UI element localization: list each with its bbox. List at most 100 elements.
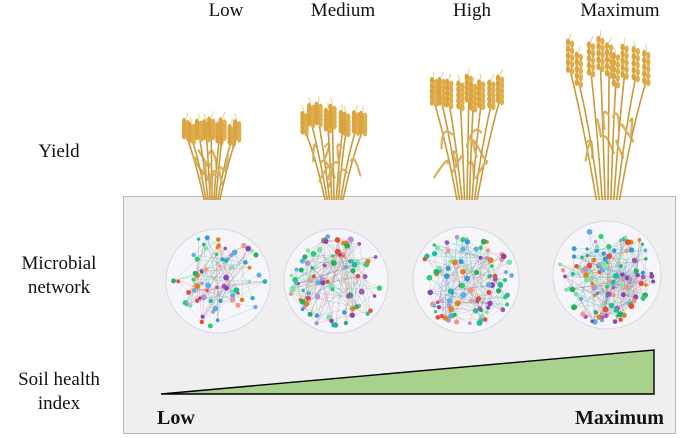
wheat-grain: [642, 70, 647, 78]
wheat-grain: [318, 120, 323, 128]
network-edge: [635, 276, 644, 298]
wheat-grain: [468, 81, 474, 89]
network-node: [612, 319, 618, 324]
network-node: [330, 260, 337, 267]
network-node: [613, 307, 619, 313]
network-node: [305, 295, 311, 301]
network-edge: [313, 253, 318, 316]
network-node: [223, 274, 229, 281]
network-edge: [345, 238, 351, 324]
network-node: [448, 259, 453, 264]
network-edge: [604, 267, 636, 298]
wheat-awn: [318, 96, 320, 103]
network-node: [578, 296, 584, 302]
network-node: [590, 281, 595, 286]
network-node: [307, 311, 313, 317]
network-node: [605, 291, 612, 298]
network-edge: [173, 262, 246, 282]
network-node: [468, 299, 473, 303]
network-edge: [562, 270, 567, 290]
network-node: [473, 246, 479, 252]
network-edge: [581, 257, 608, 297]
network-node: [447, 314, 453, 319]
wheat-awn: [234, 113, 238, 120]
network-node: [426, 274, 433, 281]
wheat-grain: [464, 84, 469, 92]
wheat-awn: [613, 46, 617, 53]
network-node: [247, 279, 252, 284]
wheat-awn: [441, 71, 445, 78]
network-node: [487, 257, 494, 264]
network-edge: [231, 250, 252, 268]
network-edge: [581, 241, 596, 258]
wheat-grain: [569, 40, 575, 48]
wheat-grain: [487, 90, 492, 98]
network-edge: [193, 279, 233, 300]
network-edge: [644, 276, 652, 296]
gradient-triangle: [160, 349, 655, 395]
wheat-stem: [578, 82, 601, 200]
network-node: [497, 282, 504, 288]
network-node: [250, 295, 255, 301]
wheat-grain: [460, 104, 465, 112]
network-node: [573, 291, 579, 297]
wheat-bundle-icon: [300, 96, 368, 200]
network-node: [468, 269, 472, 274]
network-node: [594, 244, 600, 250]
wheat-grain: [631, 59, 636, 67]
wheat-grain: [480, 81, 486, 89]
level-label-low: Low: [208, 0, 244, 21]
network-node: [443, 273, 450, 279]
network-edge: [290, 293, 303, 310]
wheat-grain: [586, 68, 592, 76]
wheat-grain: [620, 57, 625, 65]
network-edge: [576, 286, 608, 295]
network-node: [343, 320, 349, 326]
wheat-grain: [472, 94, 478, 102]
network-node: [214, 252, 219, 257]
network-node: [262, 279, 268, 284]
network-node: [487, 300, 493, 307]
network-edge: [322, 262, 334, 283]
wheat-leaf: [336, 143, 343, 163]
wheat-grain: [472, 105, 478, 113]
wheat-grain: [215, 136, 220, 144]
network-edge: [206, 248, 233, 268]
network-edge: [173, 273, 196, 282]
network-edge: [323, 240, 325, 266]
wheat-stem: [569, 69, 598, 200]
wheat-grain: [314, 118, 319, 126]
network-edge: [316, 275, 359, 324]
wheat-grain: [574, 72, 580, 80]
network-node: [473, 308, 479, 314]
network-edge: [438, 257, 481, 308]
wheat-grain: [635, 75, 640, 83]
network-edge: [349, 261, 353, 309]
wheat-grain: [631, 73, 636, 81]
wheat-leaf: [602, 110, 610, 130]
network-node: [376, 285, 383, 291]
wheat-grain: [437, 98, 442, 106]
network-node: [464, 239, 471, 245]
network-node: [445, 265, 451, 271]
wheat-leaf: [210, 169, 220, 189]
wheat-grain: [429, 87, 435, 95]
wheat-awn: [355, 104, 359, 111]
network-node: [602, 264, 608, 271]
wheat-stem: [610, 83, 617, 200]
network-node: [204, 235, 210, 241]
network-node: [342, 251, 346, 256]
wheat-grain: [615, 67, 621, 75]
network-node: [585, 253, 590, 258]
network-node: [571, 246, 577, 252]
wheat-grain: [495, 85, 501, 93]
network-edge: [614, 239, 625, 251]
wheat-grain: [574, 65, 580, 73]
network-node: [231, 249, 238, 256]
network-node: [344, 242, 351, 249]
network-node: [487, 274, 492, 279]
network-node: [504, 302, 510, 307]
network-edge: [436, 238, 467, 272]
wheat-grain: [456, 96, 461, 104]
network-node: [373, 255, 378, 259]
